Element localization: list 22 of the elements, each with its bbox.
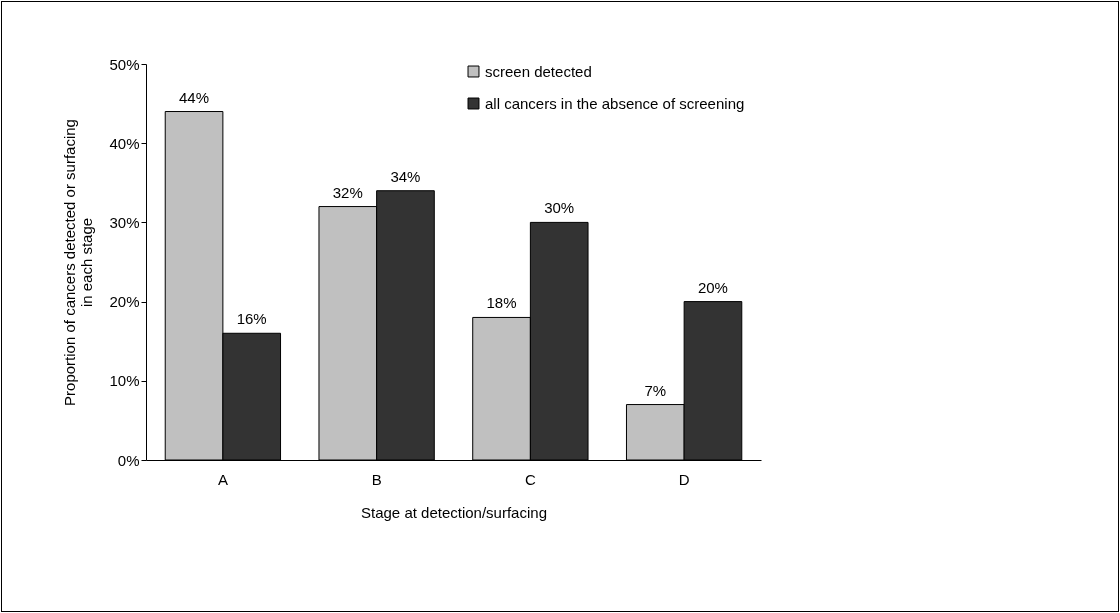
y-tick-label: 30% xyxy=(109,213,140,231)
data-label: 44% xyxy=(179,88,210,106)
y-tick-label: 0% xyxy=(117,451,140,469)
y-axis-title: Proportion of cancers detected or surfacing in each stage xyxy=(61,119,96,406)
x-tick-label: B xyxy=(371,470,382,488)
x-tick-label: C xyxy=(524,470,536,488)
data-label: 16% xyxy=(236,310,267,328)
data-label: 7% xyxy=(644,381,667,399)
x-axis-title: Stage at detection/surfacing xyxy=(361,503,547,521)
y-tick-label: 20% xyxy=(109,293,140,311)
x-tick-label: A xyxy=(217,470,228,488)
data-label: 30% xyxy=(544,199,575,217)
data-label: 20% xyxy=(697,278,728,296)
y-tick-label: 40% xyxy=(109,134,140,152)
data-label: 34% xyxy=(390,167,421,185)
x-tick-label: D xyxy=(678,470,690,488)
data-label: 32% xyxy=(332,183,363,201)
y-tick-label: 10% xyxy=(109,372,140,390)
y-tick-label: 50% xyxy=(109,55,140,73)
legend-label: screen detected xyxy=(485,62,592,80)
legend-label: all cancers in the absence of screening xyxy=(485,94,745,112)
data-label: 18% xyxy=(486,294,517,312)
